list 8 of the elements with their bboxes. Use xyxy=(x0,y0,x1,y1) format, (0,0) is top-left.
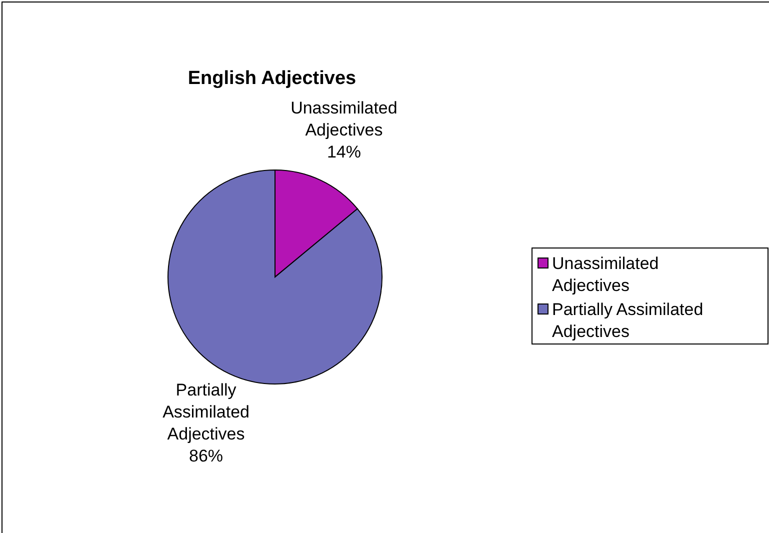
chart-title: English Adjectives xyxy=(188,68,356,89)
legend-label: Partially Assimilated Adjectives xyxy=(552,300,704,341)
data-label: 86% xyxy=(189,446,224,466)
slice-label: Partially Assimilated Adjectives xyxy=(162,380,250,444)
pie-slice xyxy=(168,170,382,384)
slice-label: Unassimilated Adjectives xyxy=(290,98,398,140)
legend-label: Unassimilated Adjectives xyxy=(552,254,659,295)
data-label: 14% xyxy=(326,142,361,162)
